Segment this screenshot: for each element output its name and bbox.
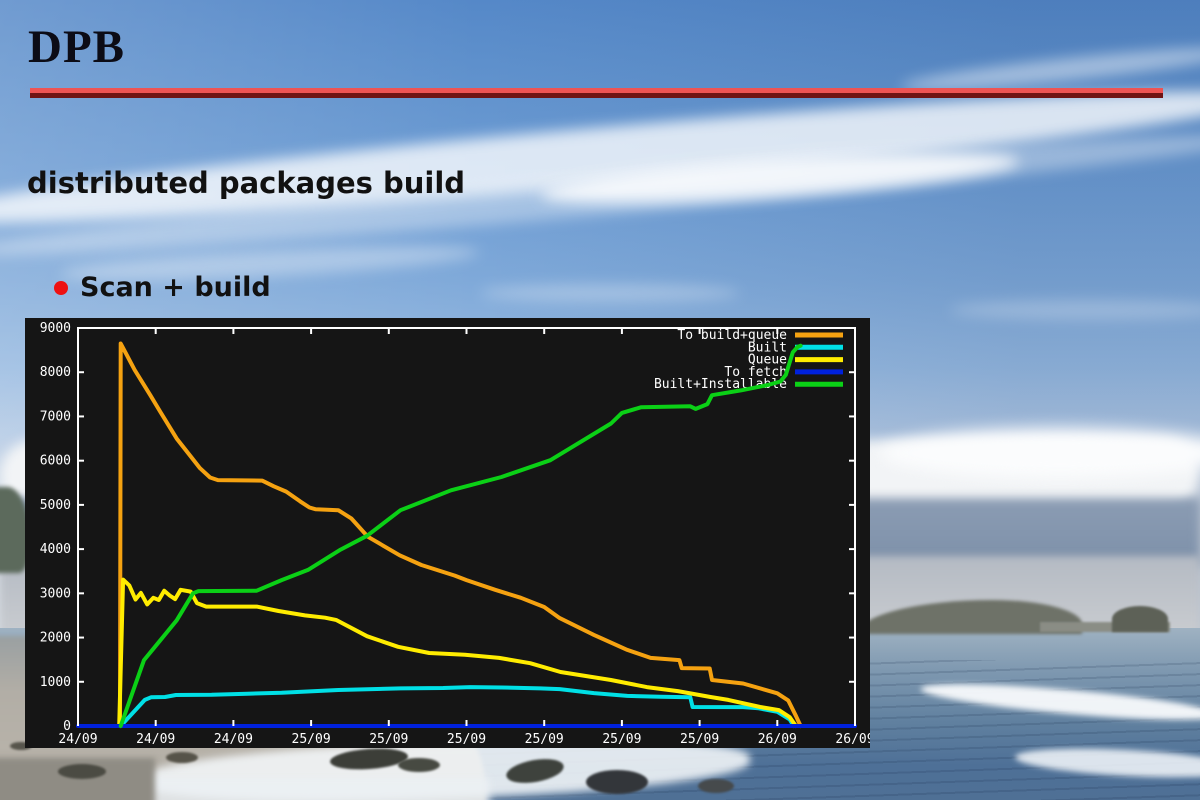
svg-text:To build+queue: To build+queue [677,328,787,343]
title-rule [30,88,1163,98]
svg-text:25/09: 25/09 [680,732,719,747]
beach-rock [698,779,734,793]
beach-rock [58,764,106,779]
bullet-icon [54,280,68,295]
svg-text:25/09: 25/09 [602,732,641,747]
title-rule-shadow [30,93,1163,98]
svg-text:25/09: 25/09 [525,732,564,747]
bullet-item: Scan + build [54,272,271,303]
svg-text:24/09: 24/09 [58,732,97,747]
page-title: DPB [28,21,125,73]
svg-text:1000: 1000 [40,675,71,690]
distant-ridge [1040,622,1170,632]
chart-panel: To build+queue Built Queue To fetch Built+In… [25,318,870,748]
svg-text:6000: 6000 [40,454,71,469]
svg-text:3000: 3000 [40,586,71,601]
svg-text:24/09: 24/09 [214,732,253,747]
svg-text:4000: 4000 [40,542,71,557]
svg-text:2000: 2000 [40,631,71,646]
svg-text:9000: 9000 [40,321,71,336]
svg-text:25/09: 25/09 [447,732,486,747]
svg-text:8000: 8000 [40,365,71,380]
slide-subtitle: distributed packages build [27,166,466,200]
svg-text:5000: 5000 [40,498,71,513]
beach-rock [10,742,32,750]
svg-text:0: 0 [63,719,71,734]
cloud-wisp [950,300,1200,320]
title-rule-highlight [30,88,1163,93]
svg-text:To fetch: To fetch [724,365,787,380]
beach-rock [586,770,648,794]
distant-island [1112,606,1168,632]
svg-text:25/09: 25/09 [369,732,408,747]
svg-text:Queue: Queue [748,353,787,368]
beach-rock [166,752,198,763]
svg-text:24/09: 24/09 [136,732,175,747]
bullet-label: Scan + build [80,272,271,303]
svg-text:7000: 7000 [40,409,71,424]
svg-text:26/09: 26/09 [758,732,797,747]
beach-rock [398,758,440,772]
cloud-bank-puff [880,428,1200,478]
svg-text:26/09: 26/09 [835,732,870,747]
cloud-wisp [480,284,740,302]
svg-text:Built: Built [748,340,787,355]
svg-text:25/09: 25/09 [292,732,331,747]
